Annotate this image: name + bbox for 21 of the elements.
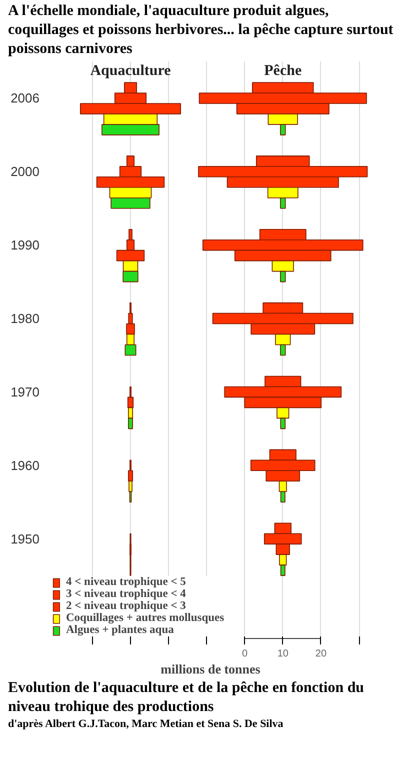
legend-label: Algues + plantes aqua [66,624,174,636]
x-tick-label: 0 [242,648,248,660]
chart-title: A l'échelle mondiale, l'aquaculture produit algues, coquillages et poissons herbivores... la pêche capture surtout poissons carnivores [8,2,394,59]
text: Evolution de l'aquaculture et de la pêche en fonction du niveau trohique des productions [8,679,366,717]
text: d'après Albert G.J.Tacon, Marc Metian et Sena S. De Silva [8,717,284,731]
y-tick-label: 1970 [10,384,40,400]
annotation: Aquaculture [90,62,172,79]
x-tick-label: 10 [277,648,289,660]
annotation: Pêche [264,62,302,79]
legend-label: 3 < niveau trophique < 4 [66,588,186,600]
y-tick-label: 1950 [10,531,40,546]
x-axis-title: millions de tonnes [160,662,260,676]
y-tick-label: 1980 [10,311,40,326]
legend-label: 2 < niveau trophique < 3 [66,600,186,612]
x-tick-label: 20 [315,648,327,660]
y-tick-label: 2006 [10,90,40,106]
legend-label: 4 < niveau trophique < 5 [66,576,186,588]
y-tick-label: 1990 [10,238,40,253]
y-tick-label: 1960 [10,458,40,473]
legend-label: Coquillages + autres mollusques [66,612,224,624]
y-tick-label: 2000 [10,164,40,180]
